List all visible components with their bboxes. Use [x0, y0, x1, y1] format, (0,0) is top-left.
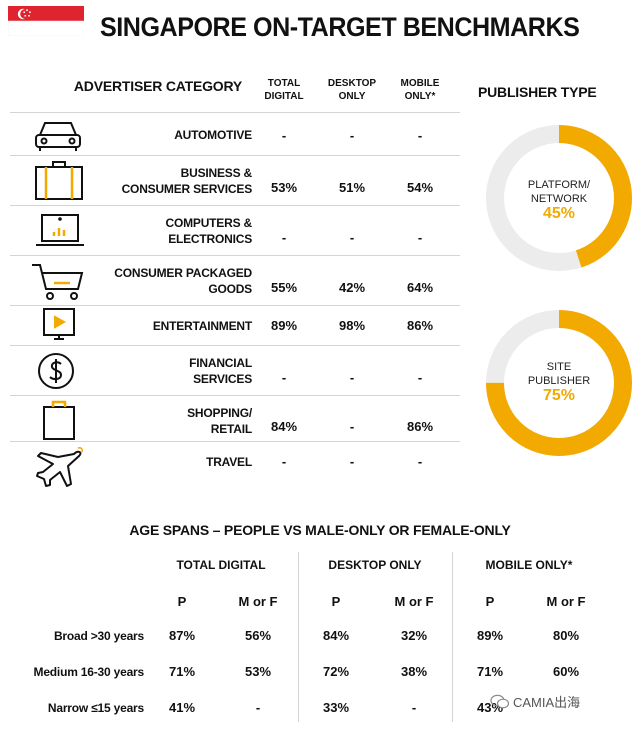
- group-mobile-only: MOBILE ONLY*: [485, 558, 573, 572]
- mobile-value: -: [417, 128, 423, 143]
- age-value: 84%: [322, 628, 350, 643]
- mobile-value: -: [417, 230, 423, 245]
- donut-percent: 45%: [542, 205, 576, 222]
- total-value: -: [281, 230, 287, 245]
- group-total-digital: TOTAL DIGITAL: [176, 558, 266, 572]
- age-value: 71%: [168, 664, 196, 679]
- age-value: 56%: [244, 628, 272, 643]
- age-row-label: Medium 16-30 years: [33, 665, 145, 679]
- category-label: FINANCIAL SERVICES: [189, 356, 252, 386]
- briefcase-icon: [28, 159, 88, 203]
- column-divider: [298, 552, 299, 722]
- total-value: -: [281, 454, 287, 469]
- age-value: 43%: [476, 700, 504, 715]
- age-value: 53%: [244, 664, 272, 679]
- category-label: COMPUTERS & ELECTRONICS: [165, 216, 253, 246]
- shopping-bag-icon: [28, 397, 88, 441]
- site-publisher-label: SITE PUBLISHER 75%: [483, 360, 635, 404]
- age-value: -: [255, 700, 261, 715]
- category-label: SHOPPING/ RETAIL: [187, 406, 252, 436]
- total-value: 84%: [270, 419, 298, 434]
- total-value: -: [281, 370, 287, 385]
- airplane-icon: [28, 444, 88, 488]
- dollar-coin-icon: [28, 349, 88, 393]
- age-value: 89%: [476, 628, 504, 643]
- category-row-financial: FINANCIAL SERVICES - - -: [10, 346, 460, 396]
- mobile-value: -: [417, 454, 423, 469]
- age-value: 80%: [552, 628, 580, 643]
- total-value: 53%: [270, 180, 298, 195]
- total-value: 55%: [270, 280, 298, 295]
- wechat-icon: [490, 694, 510, 710]
- sub-header-p: P: [485, 594, 495, 609]
- desktop-value: 98%: [338, 318, 366, 333]
- site-publisher-donut: [486, 310, 632, 456]
- shopping-cart-icon: [28, 259, 88, 303]
- publisher-type-title: PUBLISHER TYPE: [478, 84, 597, 100]
- category-label: ENTERTAINMENT: [152, 319, 252, 333]
- watermark: CAMIA出海: [513, 695, 581, 710]
- desktop-value: 42%: [338, 280, 366, 295]
- age-value: 32%: [400, 628, 428, 643]
- mobile-value: 54%: [406, 180, 434, 195]
- desktop-value: -: [349, 370, 355, 385]
- mobile-value: -: [417, 370, 423, 385]
- donut-percent: 75%: [542, 387, 576, 404]
- category-label: AUTOMOTIVE: [174, 128, 252, 142]
- category-label: BUSINESS & CONSUMER SERVICES: [121, 166, 253, 196]
- age-row-label: Narrow ≤15 years: [47, 701, 144, 715]
- category-label: CONSUMER PACKAGED GOODS: [114, 266, 252, 296]
- laptop-icon: [28, 209, 88, 253]
- mobile-value: 86%: [406, 318, 434, 333]
- car-icon: [28, 113, 88, 157]
- category-row-shopping: SHOPPING/ RETAIL 84% - 86%: [10, 396, 460, 442]
- age-value: 38%: [400, 664, 428, 679]
- desktop-value: -: [349, 419, 355, 434]
- sub-header-m-or-f: M or F: [546, 594, 586, 609]
- sub-header-m-or-f: M or F: [394, 594, 434, 609]
- total-digital-header: TOTAL DIGITAL: [264, 78, 304, 102]
- category-row-cpg: CONSUMER PACKAGED GOODS 55% 42% 64%: [10, 256, 460, 306]
- mobile-only-header: MOBILE ONLY*: [400, 78, 440, 102]
- platform-network-label: PLATFORM/ NETWORK 45%: [483, 178, 635, 222]
- ring-arc: [486, 310, 632, 456]
- group-desktop-only: DESKTOP ONLY: [328, 558, 422, 572]
- mobile-value: 64%: [406, 280, 434, 295]
- total-value: -: [281, 128, 287, 143]
- page-title: SINGAPORE ON-TARGET BENCHMARKS: [100, 12, 580, 42]
- category-row-travel: TRAVEL - - -: [10, 442, 460, 492]
- tv-play-icon: [28, 305, 88, 349]
- column-divider: [452, 552, 453, 722]
- age-value: 33%: [322, 700, 350, 715]
- category-row-business: BUSINESS & CONSUMER SERVICES 53% 51% 54%: [10, 156, 460, 206]
- total-value: 89%: [270, 318, 298, 333]
- age-value: 72%: [322, 664, 350, 679]
- category-label: TRAVEL: [206, 455, 252, 469]
- desktop-value: -: [349, 454, 355, 469]
- age-row-label: Broad >30 years: [53, 629, 144, 643]
- sub-header-p: P: [331, 594, 341, 609]
- age-value: 87%: [168, 628, 196, 643]
- mobile-value: 86%: [406, 419, 434, 434]
- category-row-computers: COMPUTERS & ELECTRONICS - - -: [10, 206, 460, 256]
- age-value: 41%: [168, 700, 196, 715]
- desktop-value: -: [349, 230, 355, 245]
- category-row-entertainment: ENTERTAINMENT 89% 98% 86%: [10, 306, 460, 346]
- donut-label: SITE PUBLISHER: [527, 361, 591, 387]
- age-value: 60%: [552, 664, 580, 679]
- ring-arc: [486, 125, 632, 271]
- sub-header-p: P: [177, 594, 187, 609]
- desktop-value: 51%: [338, 180, 366, 195]
- desktop-value: -: [349, 128, 355, 143]
- singapore-flag: [7, 6, 85, 37]
- donut-label: PLATFORM/ NETWORK: [527, 179, 591, 205]
- platform-network-donut: [486, 125, 632, 271]
- age-value: 71%: [476, 664, 504, 679]
- sub-header-m-or-f: M or F: [238, 594, 278, 609]
- advertiser-category-header: ADVERTISER CATEGORY: [73, 78, 242, 94]
- age-value: -: [411, 700, 417, 715]
- category-row-automotive: AUTOMOTIVE - - -: [10, 112, 460, 156]
- desktop-only-header: DESKTOP ONLY: [327, 78, 377, 102]
- age-spans-title: AGE SPANS – PEOPLE VS MALE-ONLY OR FEMAL…: [129, 522, 511, 538]
